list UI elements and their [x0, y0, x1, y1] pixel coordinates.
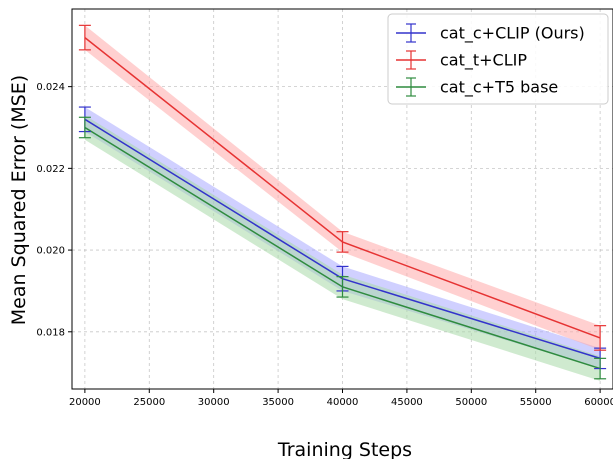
- series-2-errorbar: [594, 357, 607, 380]
- x-tick-label: 50000: [455, 397, 487, 408]
- x-tick-label: 55000: [520, 397, 552, 408]
- y-axis-ticks: 0.018 0.020 0.022 0.024: [36, 82, 72, 338]
- legend-item: cat_t+CLIP: [396, 50, 527, 71]
- x-tick-label: 45000: [391, 397, 423, 408]
- legend-label: cat_c+T5 base: [440, 78, 558, 98]
- y-tick-label: 0.022: [36, 164, 65, 175]
- x-tick-label: 60000: [584, 397, 613, 408]
- legend-label: cat_t+CLIP: [440, 51, 527, 71]
- series-2-band: [84, 115, 601, 381]
- series-1-errorbar: [336, 231, 349, 253]
- x-axis-ticks: 20000 25000 30000 35000 40000 45000 50000 55000…: [69, 389, 613, 408]
- y-tick-label: 0.024: [36, 82, 65, 93]
- series-1-band: [84, 25, 601, 351]
- x-tick-label: 25000: [133, 397, 165, 408]
- series-1-errorbar: [78, 24, 91, 51]
- series-1-errorbar: [594, 325, 607, 351]
- x-tick-label: 20000: [69, 397, 101, 408]
- x-tick-label: 40000: [327, 397, 359, 408]
- y-tick-label: 0.018: [36, 327, 65, 338]
- series-2-errorbar: [336, 276, 349, 298]
- x-tick-label: 35000: [262, 397, 294, 408]
- legend-item: cat_c+T5 base: [396, 77, 558, 98]
- legend-box: [387, 13, 609, 105]
- x-axis-label: Training Steps: [277, 439, 412, 459]
- x-tick-label: 30000: [198, 397, 230, 408]
- error-bars: [78, 24, 607, 380]
- y-axis-label: Mean Squared Error (MSE): [8, 75, 30, 325]
- legend-item: cat_c+CLIP (Ours): [396, 23, 585, 44]
- legend: cat_c+CLIP (Ours) cat_t+CLIP cat_c+T5 base: [387, 13, 609, 105]
- legend-label: cat_c+CLIP (Ours): [440, 24, 585, 44]
- y-tick-label: 0.020: [36, 246, 65, 257]
- series-2-errorbar: [78, 116, 91, 139]
